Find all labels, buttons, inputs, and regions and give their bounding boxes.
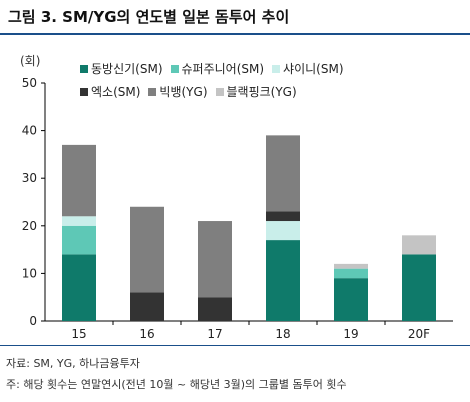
bar-segment: [334, 263, 368, 269]
legend-swatch-exo: [80, 87, 88, 96]
bar-segment: [402, 235, 436, 255]
legend-item-shinee: 샤이니(SM): [272, 60, 344, 77]
y-tick-label: 40: [22, 124, 37, 138]
bar-segment: [198, 297, 232, 321]
legend-swatch-blackpink: [215, 87, 224, 96]
bottom-divider: [0, 345, 470, 346]
bar-segment: [402, 254, 436, 321]
y-tick-label: 30: [22, 171, 37, 185]
legend-item-exo: 엑소(SM): [80, 83, 140, 100]
legend-label-super-junior: 슈퍼주니어(SM): [181, 62, 265, 76]
y-tick-label: 50: [22, 76, 37, 90]
y-axis-unit-label: (회): [20, 54, 41, 68]
legend-label-tvxq: 동방신기(SM): [91, 62, 163, 76]
source-note: 자료: SM, YG, 하나금융투자: [6, 357, 140, 370]
legend-swatch-bigbang: [148, 87, 157, 96]
legend-row-2: 엑소(SM) 빅뱅(YG) 블랙핑크(YG): [80, 83, 380, 100]
legend-item-bigbang: 빅뱅(YG): [148, 83, 208, 100]
bar-segment: [266, 221, 300, 241]
legend-label-exo: 엑소(SM): [91, 85, 141, 99]
title-divider: [0, 33, 470, 35]
x-tick-label: 19: [343, 327, 358, 341]
x-tick-label: 17: [207, 327, 222, 341]
bar-segment: [334, 278, 368, 321]
bar-segment: [62, 254, 96, 321]
x-tick-label: 15: [71, 327, 86, 341]
bar-segment: [130, 206, 164, 293]
legend-swatch-shinee: [272, 64, 281, 73]
bar-segment: [334, 268, 368, 279]
legend-swatch-super-junior: [170, 64, 179, 73]
legend-item-blackpink: 블랙핑크(YG): [215, 83, 297, 100]
bar-segment: [266, 135, 300, 212]
legend-label-shinee: 샤이니(SM): [283, 62, 344, 76]
x-tick-label: 18: [275, 327, 290, 341]
bar-segment: [62, 216, 96, 226]
bar-segment: [62, 144, 96, 217]
bar-segment: [62, 225, 96, 255]
stacked-bar-chart: 0 10 20 30 40 50 15 16 17 18 19 20F: [22, 76, 453, 341]
legend-item-tvxq: 동방신기(SM): [80, 60, 163, 77]
legend-label-blackpink: 블랙핑크(YG): [226, 85, 297, 99]
bar-segment: [130, 292, 164, 321]
y-tick-label: 0: [29, 314, 37, 328]
y-tick-label: 20: [22, 219, 37, 233]
bar-segment: [266, 211, 300, 222]
chart-legend: 동방신기(SM) 슈퍼주니어(SM) 샤이니(SM) 엑소(SM) 빅뱅(YG)…: [80, 60, 380, 106]
bar-segment: [198, 221, 232, 298]
bar-segment: [266, 240, 300, 321]
y-tick-label: 10: [22, 266, 37, 280]
x-tick-label: 20F: [408, 327, 430, 341]
legend-item-super-junior: 슈퍼주니어(SM): [170, 60, 265, 77]
x-tick-label: 16: [139, 327, 154, 341]
legend-label-bigbang: 빅뱅(YG): [159, 85, 208, 99]
legend-row-1: 동방신기(SM) 슈퍼주니어(SM) 샤이니(SM): [80, 60, 380, 77]
footnote: 주: 해당 횟수는 연말연시(전년 10월 ~ 해당년 3월)의 그룹별 돔투어…: [6, 378, 347, 391]
chart-title: 그림 3. SM/YG의 연도별 일본 돔투어 추이: [8, 8, 290, 26]
legend-swatch-tvxq: [80, 64, 88, 73]
